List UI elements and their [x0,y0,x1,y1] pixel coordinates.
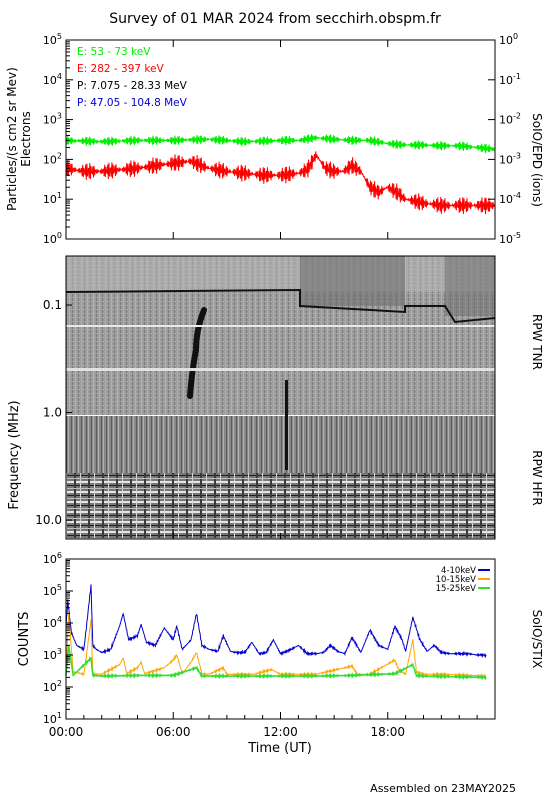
epd-ytick-label: 105 [43,32,62,47]
epd-y2tick-label: 10-5 [499,231,521,246]
epd-y2tick-label: 10-3 [499,151,521,166]
stix-ytick-label: 102 [43,679,62,694]
rpw-panel: 0.1 1.0 10.0 Frequency (MHz) RPW TNR RPW H… [7,255,544,540]
stix-panel: 101 102 103 104 105 106 00:00 06:00 12:00 18:00 4… [17,551,544,756]
stix-legend-label: 4-10keV [441,566,476,576]
rpw-ytick-label: 1.0 [43,406,62,420]
rpw-tnr-label: RPW TNR [530,314,544,370]
epd-ytick-label: 102 [43,151,62,166]
stix-xlabel: Time (UT) [247,741,312,756]
epd-legend-entry: E: 282 - 397 keV [77,63,165,75]
epd-series-layer [65,134,496,215]
rpw-ytick-label: 0.1 [43,298,62,312]
stix-legend-label: 10-15keV [436,575,477,585]
stix-ylabel: COUNTS [17,612,32,667]
stix-10-15kev-series-line [65,612,487,679]
epd-ylabel-line2: Electrons [19,111,33,166]
stix-xtick-label: 06:00 [156,725,191,739]
stix-ytick-label: 101 [43,711,62,726]
stix-frame [65,558,496,720]
epd-legend-entry: P: 47.05 - 104.8 MeV [77,97,188,109]
stix-right-label: SoIO/STIX [530,610,544,669]
stix-ytick-label: 104 [43,615,62,630]
epd-y2tick-label: 100 [499,32,518,47]
epd-frame [65,39,496,240]
rpw-hfr-label: RPW HFR [530,450,544,506]
epd-ytick-label: 103 [43,112,62,127]
stix-ytick-label: 106 [43,551,62,566]
stix-15-25kev-series-line [65,645,487,681]
stix-ytick-label: 105 [43,583,62,598]
stix-legend-label: 15-25keV [436,584,477,594]
epd-y2tick-label: 10-4 [499,191,521,206]
epd-ytick-label: 101 [43,191,62,206]
epd-y2tick-label: 10-1 [499,72,521,87]
rpw-ytick-label: 10.0 [35,513,62,527]
stix-series-layer [65,584,487,681]
epd-ytick-label: 100 [43,231,62,246]
stix-xtick-label: 18:00 [370,725,405,739]
epd-y2tick-label: 10-2 [499,112,521,127]
rpw-ylabel: Frequency (MHz) [7,400,22,509]
stix-xtick-label: 12:00 [263,725,298,739]
epd-ytick-label: 104 [43,72,62,87]
epd-legend-entry: E: 53 - 73 keV [77,46,151,58]
assembled-footer: Assembled on 23MAY2025 [370,782,516,795]
figure-title: Survey of 01 MAR 2024 from secchirh.obsp… [109,11,441,27]
stix-4-10kev-series-line [65,584,487,659]
epd-series-line [65,151,496,215]
epd-right-label: SoIO/EPD (ions) [530,113,544,207]
rpw-ticks: 0.1 1.0 10.0 [35,298,496,539]
epd-legend: E: 53 - 73 keV E: 282 - 397 keV P: 7.075 -… [77,46,188,109]
epd-series-line [65,134,496,154]
epd-panel: 100 101 102 103 104 105 10-5 10-4 10-3 10-2 10-1 10… [5,32,544,246]
stix-ytick-label: 103 [43,647,62,662]
stix-xtick-label: 00:00 [49,725,84,739]
epd-legend-entry: P: 7.075 - 28.33 MeV [77,80,188,92]
epd-ylabel-line1: Particles/(s cm2 sr Mev) [5,67,19,211]
